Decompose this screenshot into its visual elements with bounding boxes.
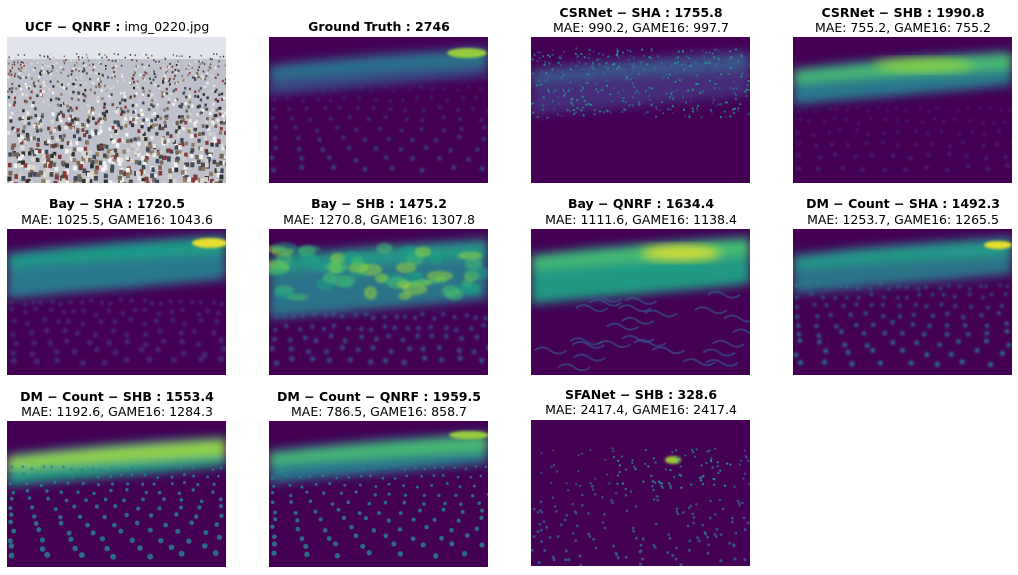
density-map [7,229,226,375]
density-map [7,421,226,567]
panel-metrics: MAE: 1192.6, GAME16: 1284.3 [21,404,213,419]
panel-metrics: MAE: 2417.4, GAME16: 2417.4 [545,402,737,417]
panel-title: Ground Truth : 2746 [269,19,489,34]
panel-name: Ground Truth : 2746 [308,19,450,34]
density-map [793,37,1012,183]
crowd-photo [7,37,226,183]
panel-title: DM − Count − SHB : 1553.4 [7,389,227,404]
panel-metrics: MAE: 1253.7, GAME16: 1265.5 [807,212,999,227]
panel-title: DM − Count − QNRF : 1959.5 [269,389,489,404]
panel-title: Bay − SHB : 1475.2 [269,196,489,211]
panel-metrics: MAE: 1025.5, GAME16: 1043.6 [21,212,213,227]
panel-metrics: MAE: 1111.6, GAME16: 1138.4 [545,212,737,227]
panel-metrics: MAE: 990.2, GAME16: 997.7 [553,20,729,35]
panel-title: CSRNet − SHA : 1755.8 [531,5,751,20]
density-map [531,229,750,375]
panel-metrics: MAE: 1270.8, GAME16: 1307.8 [283,212,475,227]
panel-name: CSRNet − SHB : 1990.8 [821,5,985,20]
panel-name: CSRNet − SHA : 1755.8 [559,5,723,20]
panel-name: UCF − QNRF : [24,19,121,34]
density-map [269,229,488,375]
panel-title: DM − Count − SHA : 1492.3 [793,196,1013,211]
panel-title: Bay − QNRF : 1634.4 [531,196,751,211]
image-filename: img_0220.jpg [120,19,210,34]
panel-name: Bay − SHA : 1720.5 [49,196,185,211]
panel-title: Bay − SHA : 1720.5 [7,196,227,211]
density-map [269,421,488,567]
panel-name: SFANet − SHB : 328.6 [564,387,718,402]
panel-title: UCF − QNRF : img_0220.jpg [7,19,227,34]
panel-name: DM − Count − QNRF : 1959.5 [277,389,481,404]
panel-name: DM − Count − SHB : 1553.4 [20,389,214,404]
panel-name: DM − Count − SHA : 1492.3 [806,196,1000,211]
panel-title: CSRNet − SHB : 1990.8 [793,5,1013,20]
panel-name: Bay − SHB : 1475.2 [311,196,447,211]
panel-metrics: MAE: 755.2, GAME16: 755.2 [815,20,991,35]
panel-title: SFANet − SHB : 328.6 [531,387,751,402]
panel-name: Bay − QNRF : 1634.4 [567,196,715,211]
density-map [531,37,750,183]
panel-metrics: MAE: 786.5, GAME16: 858.7 [291,404,467,419]
density-map [531,420,750,566]
density-map [269,37,488,183]
density-map [793,229,1012,375]
